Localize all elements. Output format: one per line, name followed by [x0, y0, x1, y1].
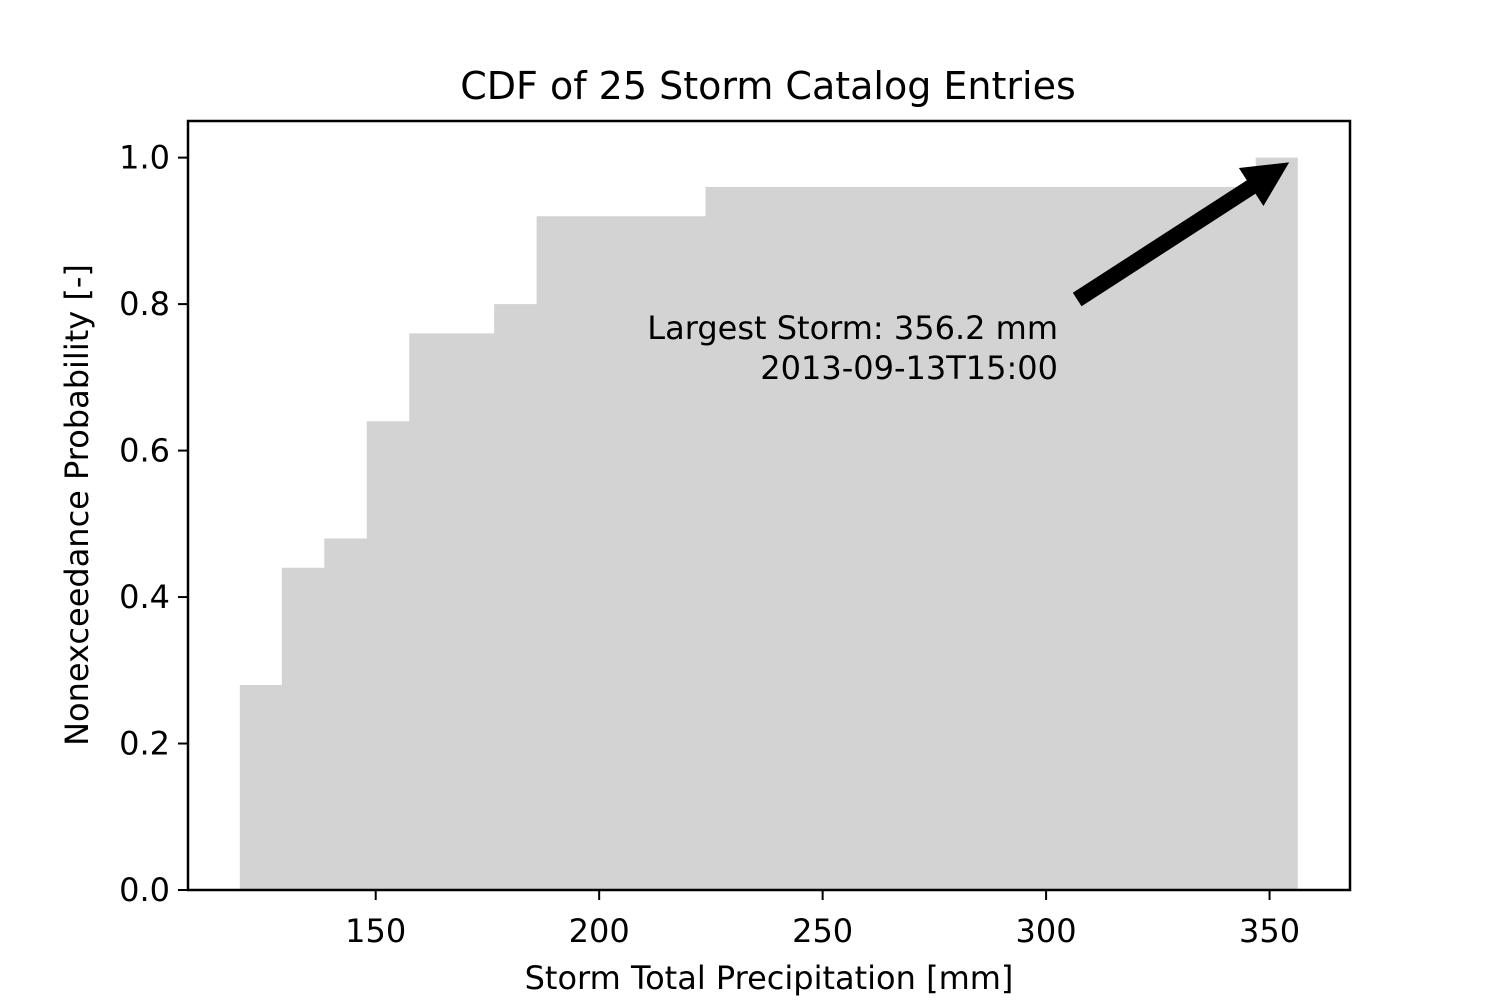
x-axis-label: Storm Total Precipitation [mm] — [525, 959, 1014, 997]
y-tick-label: 0.2 — [119, 725, 170, 763]
annotation-line-2: 2013-09-13T15:00 — [760, 349, 1058, 387]
cdf-step-6 — [536, 216, 707, 890]
y-tick-label: 0.4 — [119, 578, 170, 616]
x-tick-label: 350 — [1239, 912, 1300, 950]
cdf-step-3 — [366, 421, 410, 890]
x-tick-label: 200 — [569, 912, 630, 950]
cdf-step-2 — [324, 538, 368, 890]
x-axis-ticks: 150 200 250 300 350 — [345, 890, 1300, 950]
x-tick-label: 150 — [345, 912, 406, 950]
cdf-step-8 — [1255, 157, 1298, 891]
cdf-step-1 — [281, 567, 325, 890]
cdf-step-0 — [239, 684, 283, 890]
chart-title: CDF of 25 Storm Catalog Entries — [460, 64, 1076, 108]
y-tick-label: 0.0 — [119, 871, 170, 909]
y-axis-label: Nonexceedance Probability [-] — [58, 264, 96, 746]
y-tick-label: 0.6 — [119, 432, 170, 470]
y-tick-label: 1.0 — [119, 139, 170, 177]
cdf-step-4 — [409, 333, 495, 890]
y-axis-ticks: 0.0 0.2 0.4 0.6 0.8 1.0 — [119, 139, 188, 909]
cdf-step-5 — [494, 304, 538, 891]
annotation-line-1: Largest Storm: 356.2 mm — [647, 309, 1058, 347]
cdf-steps — [239, 157, 1298, 891]
plot-frame — [186, 119, 1352, 892]
y-tick-label: 0.8 — [119, 285, 170, 323]
x-tick-label: 250 — [792, 912, 853, 950]
cdf-step-7 — [705, 186, 1257, 890]
annotation-arrow — [1072, 162, 1290, 307]
annotation: Largest Storm: 356.2 mm 2013-09-13T15:00 — [647, 162, 1290, 387]
x-tick-label: 300 — [1016, 912, 1077, 950]
